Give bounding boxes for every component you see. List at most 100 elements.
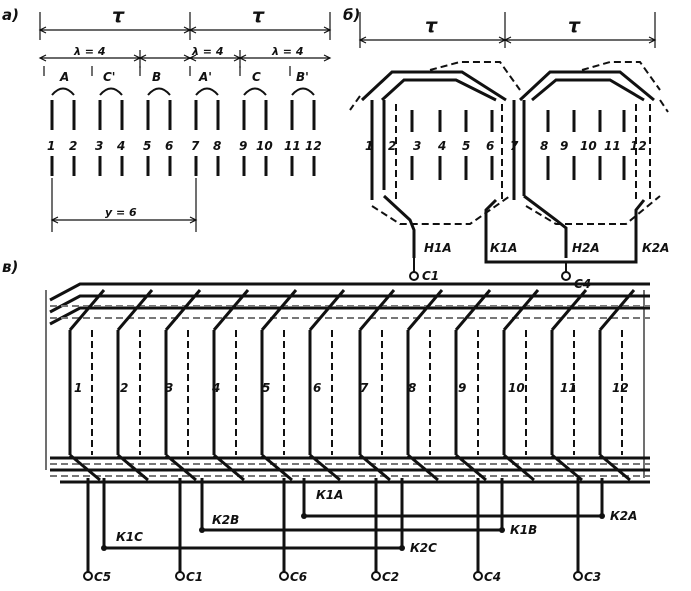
- slot-number: 7: [360, 381, 369, 395]
- slot-number: 11: [560, 381, 577, 395]
- output-terminal: [573, 571, 583, 581]
- slot-number: 6: [313, 381, 321, 395]
- output-label: С5: [94, 570, 111, 584]
- tau-label-2: τ: [568, 15, 581, 37]
- terminal-label: К1А: [490, 241, 517, 255]
- lead-k1a-k2a: [484, 198, 646, 264]
- coil-outline-top: [518, 70, 655, 102]
- top-end-dashed: [50, 305, 650, 319]
- output-leads: [413, 258, 567, 272]
- slot-number: 1: [47, 139, 55, 153]
- slot-number: 7: [510, 139, 519, 153]
- tau-arrows: [358, 36, 657, 44]
- coil-side-bars: [370, 100, 526, 200]
- slot-number: 10: [508, 381, 525, 395]
- output-terminal: [561, 271, 571, 281]
- zone-ticks: [43, 66, 291, 76]
- slot-number: 2: [69, 139, 77, 153]
- top-end-diagonals: [68, 289, 636, 331]
- coil-outline-dashed: [429, 61, 521, 91]
- slot-number: 3: [95, 139, 103, 153]
- bottom-end-diagonals: [69, 453, 631, 482]
- output-terminal: [175, 571, 185, 581]
- tau-label-2: τ: [252, 5, 265, 27]
- slot-number: 10: [256, 139, 273, 153]
- slot-number: 5: [462, 139, 470, 153]
- panel-c-slots: 1 2 3 4 5 6 7 8 9 10 11 12: [68, 330, 629, 455]
- slot-number: 11: [284, 139, 301, 153]
- panel-b: б) τ τ 1 2 3 4 5 6 7 8 9 1: [343, 6, 669, 291]
- panel-a-label: а): [2, 6, 19, 24]
- lambda-label-1: λ = 4: [73, 45, 106, 58]
- top-end-winding: [49, 282, 650, 331]
- coil-outline-dashed: [581, 61, 661, 91]
- slot-number: 2: [120, 381, 128, 395]
- slot-number: 3: [413, 139, 421, 153]
- slot-number: 5: [143, 139, 151, 153]
- slot-number: 12: [630, 139, 647, 153]
- output-terminal: [473, 571, 483, 581]
- terminal-label: Н2А: [572, 241, 600, 255]
- pitch-arrows: [50, 216, 198, 224]
- junction-dot: [101, 545, 107, 551]
- slot-number: 9: [458, 381, 466, 395]
- bottom-end-dashed: [50, 463, 650, 477]
- slot-bars-solid: [68, 330, 602, 455]
- output-label: С1: [422, 269, 439, 283]
- terminal-label: Н1А: [424, 241, 452, 255]
- tau-arrows: [38, 26, 332, 34]
- output-label: С2: [382, 570, 399, 584]
- phase-label-a: A: [59, 70, 69, 84]
- phase-label-c-prime: C': [103, 70, 115, 84]
- output-terminal: [279, 571, 289, 581]
- slot-number: 4: [437, 139, 446, 153]
- lambda-label-3: λ = 4: [271, 45, 304, 58]
- coil-outline-top: [380, 78, 497, 102]
- junction-dot: [499, 527, 505, 533]
- coil-outline-dashed: [371, 195, 511, 225]
- junction-dot: [199, 527, 205, 533]
- slot-number: 6: [165, 139, 173, 153]
- slot-number: 8: [213, 139, 221, 153]
- panel-c-label: в): [2, 258, 18, 276]
- output-label: С1: [186, 570, 203, 584]
- slot-number: 9: [239, 139, 247, 153]
- slot-number: 1: [74, 381, 82, 395]
- output-terminal: [409, 271, 419, 281]
- slot-number: 3: [165, 381, 173, 395]
- slot-number: 1: [365, 139, 373, 153]
- coil-dashed-bars: [395, 104, 651, 200]
- phase-label-b-prime: B': [296, 70, 309, 84]
- junction-label: К2В: [212, 513, 239, 527]
- junction-dot: [599, 513, 605, 519]
- tau-label-1: τ: [112, 5, 125, 27]
- slot-number: 5: [262, 381, 270, 395]
- lead-k2b-k1b: [200, 478, 504, 532]
- slot-number: 8: [408, 381, 416, 395]
- lead-k1a-k2a: [302, 478, 604, 518]
- bottom-end-winding: [50, 453, 650, 484]
- slot-number: 12: [305, 139, 322, 153]
- junction-dot: [399, 545, 405, 551]
- coil-outline-dashed: [349, 95, 669, 113]
- slot-number: 2: [388, 139, 396, 153]
- panel-c-border: [45, 290, 645, 478]
- slot-number: 12: [612, 381, 629, 395]
- slot-number: 10: [580, 139, 597, 153]
- output-terminal: [371, 571, 381, 581]
- coil-slot-bars: [410, 110, 626, 180]
- slot-number: 6: [486, 139, 494, 153]
- lead-h2a: [523, 194, 568, 258]
- tau-label-1: τ: [425, 15, 438, 37]
- slot-number: 9: [560, 139, 568, 153]
- slot-number: 4: [211, 381, 220, 395]
- panel-a: а) τ τ λ = 4 λ = 4 λ = 4 A C' B A' C B' …: [2, 5, 332, 232]
- slot-bars: [50, 100, 316, 176]
- top-end-lines: [49, 282, 650, 326]
- slot-number: 11: [604, 139, 621, 153]
- slot-number: 7: [191, 139, 200, 153]
- bottom-end-lines: [50, 456, 650, 484]
- junction-label: К1В: [510, 523, 537, 537]
- output-label: С6: [290, 570, 307, 584]
